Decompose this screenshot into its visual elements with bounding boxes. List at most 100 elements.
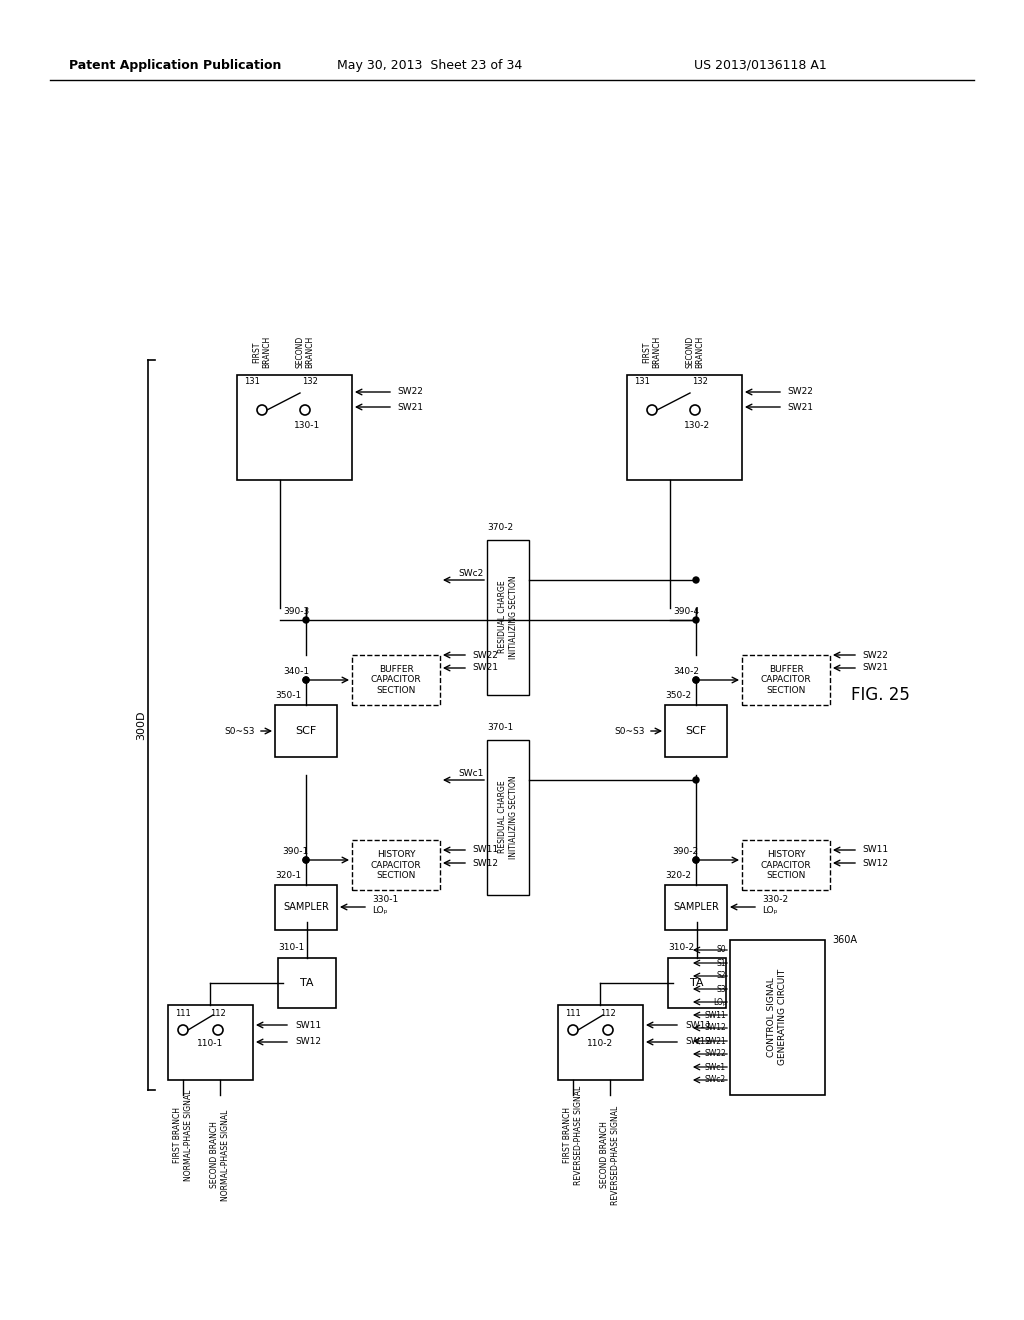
Text: S3: S3 — [717, 985, 726, 994]
Bar — [237, 375, 352, 480]
Bar — [627, 375, 742, 480]
Text: 370-2: 370-2 — [487, 524, 513, 532]
Text: TA: TA — [300, 978, 313, 987]
Text: 320-1: 320-1 — [275, 870, 301, 879]
Text: LOₚ: LOₚ — [762, 906, 777, 915]
Text: 340-2: 340-2 — [673, 668, 699, 676]
Text: SW12: SW12 — [295, 1038, 321, 1047]
Text: SW21: SW21 — [787, 403, 813, 412]
Text: SAMPLER: SAMPLER — [673, 902, 719, 912]
Text: SWc2: SWc2 — [459, 569, 484, 578]
Circle shape — [693, 857, 699, 863]
Text: 111: 111 — [565, 1010, 581, 1019]
Text: 132: 132 — [302, 378, 317, 387]
Circle shape — [303, 677, 309, 682]
Text: SW12: SW12 — [705, 1023, 726, 1032]
Text: 350-2: 350-2 — [665, 690, 691, 700]
Bar — [742, 655, 830, 705]
Text: 310-1: 310-1 — [278, 942, 304, 952]
Text: SECOND BRANCH
NORMAL-PHASE SIGNAL: SECOND BRANCH NORMAL-PHASE SIGNAL — [210, 1109, 229, 1201]
Text: 112: 112 — [210, 1010, 226, 1019]
Text: SWc1: SWc1 — [459, 768, 484, 777]
Text: 330-2: 330-2 — [762, 895, 788, 904]
Circle shape — [693, 857, 699, 863]
Text: 370-1: 370-1 — [487, 723, 513, 733]
Text: SW11: SW11 — [862, 846, 888, 854]
Text: 112: 112 — [600, 1010, 615, 1019]
Text: FIRST
BRANCH: FIRST BRANCH — [252, 335, 271, 368]
Text: 300D: 300D — [136, 710, 146, 739]
Circle shape — [693, 677, 699, 682]
Text: SECOND
BRANCH: SECOND BRANCH — [295, 335, 314, 368]
Bar — [668, 958, 726, 1008]
Text: 110-2: 110-2 — [587, 1040, 613, 1048]
Text: LOₚ: LOₚ — [713, 998, 726, 1006]
Text: SW11: SW11 — [705, 1011, 726, 1019]
Text: S2: S2 — [717, 972, 726, 981]
Text: 390-4: 390-4 — [673, 607, 699, 616]
Text: 350-1: 350-1 — [275, 690, 301, 700]
Circle shape — [303, 616, 309, 623]
Text: S0~S3: S0~S3 — [224, 726, 255, 735]
Bar — [352, 655, 440, 705]
Bar — [352, 840, 440, 890]
Text: S1: S1 — [717, 958, 726, 968]
Circle shape — [693, 677, 699, 682]
Text: HISTORY
CAPACITOR
SECTION: HISTORY CAPACITOR SECTION — [371, 850, 421, 880]
Text: SW22: SW22 — [472, 651, 498, 660]
Text: 330-1: 330-1 — [372, 895, 398, 904]
Circle shape — [693, 577, 699, 583]
Text: SW22: SW22 — [787, 388, 813, 396]
Text: SW11: SW11 — [295, 1020, 322, 1030]
Text: BUFFER
CAPACITOR
SECTION: BUFFER CAPACITOR SECTION — [371, 665, 421, 694]
Text: FIRST BRANCH
REVERSED-PHASE SIGNAL: FIRST BRANCH REVERSED-PHASE SIGNAL — [563, 1085, 583, 1184]
Text: FIRST
BRANCH: FIRST BRANCH — [642, 335, 662, 368]
Bar — [487, 741, 529, 895]
Text: 390-2: 390-2 — [672, 847, 698, 857]
Text: 390-3: 390-3 — [283, 607, 309, 616]
Bar — [278, 958, 336, 1008]
Text: 310-2: 310-2 — [668, 942, 694, 952]
Text: S0~S3: S0~S3 — [614, 726, 645, 735]
Text: FIRST BRANCH
NORMAL-PHASE SIGNAL: FIRST BRANCH NORMAL-PHASE SIGNAL — [173, 1089, 193, 1180]
Text: SW22: SW22 — [705, 1049, 726, 1059]
Bar — [275, 705, 337, 756]
Text: SAMPLER: SAMPLER — [283, 902, 329, 912]
Text: CONTROL SIGNAL
GENERATING CIRCUIT: CONTROL SIGNAL GENERATING CIRCUIT — [767, 969, 786, 1065]
Text: 130-2: 130-2 — [684, 421, 710, 429]
Text: HISTORY
CAPACITOR
SECTION: HISTORY CAPACITOR SECTION — [761, 850, 811, 880]
Bar — [275, 884, 337, 931]
Text: SCF: SCF — [685, 726, 707, 737]
Text: SW11: SW11 — [472, 846, 498, 854]
Circle shape — [303, 857, 309, 863]
Text: SWc1: SWc1 — [705, 1063, 726, 1072]
Text: 111: 111 — [175, 1010, 190, 1019]
Circle shape — [693, 777, 699, 783]
Text: SW21: SW21 — [397, 403, 423, 412]
Text: 360A: 360A — [831, 935, 857, 945]
Text: SW12: SW12 — [472, 858, 498, 867]
Text: FIG. 25: FIG. 25 — [851, 686, 909, 704]
Text: Patent Application Publication: Patent Application Publication — [69, 58, 282, 71]
Text: S0: S0 — [717, 945, 726, 954]
Text: 340-1: 340-1 — [283, 668, 309, 676]
Text: SECOND
BRANCH: SECOND BRANCH — [685, 335, 705, 368]
Text: US 2013/0136118 A1: US 2013/0136118 A1 — [693, 58, 826, 71]
Text: 130-1: 130-1 — [294, 421, 321, 429]
Text: RESIDUAL CHARGE
INITIALIZING SECTION: RESIDUAL CHARGE INITIALIZING SECTION — [499, 775, 518, 859]
Text: TA: TA — [690, 978, 703, 987]
Text: SECOND BRANCH
REVERSED-PHASE SIGNAL: SECOND BRANCH REVERSED-PHASE SIGNAL — [600, 1105, 620, 1205]
Text: 132: 132 — [692, 378, 708, 387]
Text: 131: 131 — [634, 378, 650, 387]
Text: BUFFER
CAPACITOR
SECTION: BUFFER CAPACITOR SECTION — [761, 665, 811, 694]
Text: SCF: SCF — [295, 726, 316, 737]
Text: SW21: SW21 — [705, 1036, 726, 1045]
Circle shape — [693, 616, 699, 623]
Text: 390-1: 390-1 — [282, 847, 308, 857]
Bar — [558, 1005, 643, 1080]
Text: SW21: SW21 — [862, 664, 888, 672]
Bar — [730, 940, 825, 1096]
Text: SW21: SW21 — [472, 664, 498, 672]
Text: SW22: SW22 — [397, 388, 423, 396]
Text: RESIDUAL CHARGE
INITIALIZING SECTION: RESIDUAL CHARGE INITIALIZING SECTION — [499, 576, 518, 659]
